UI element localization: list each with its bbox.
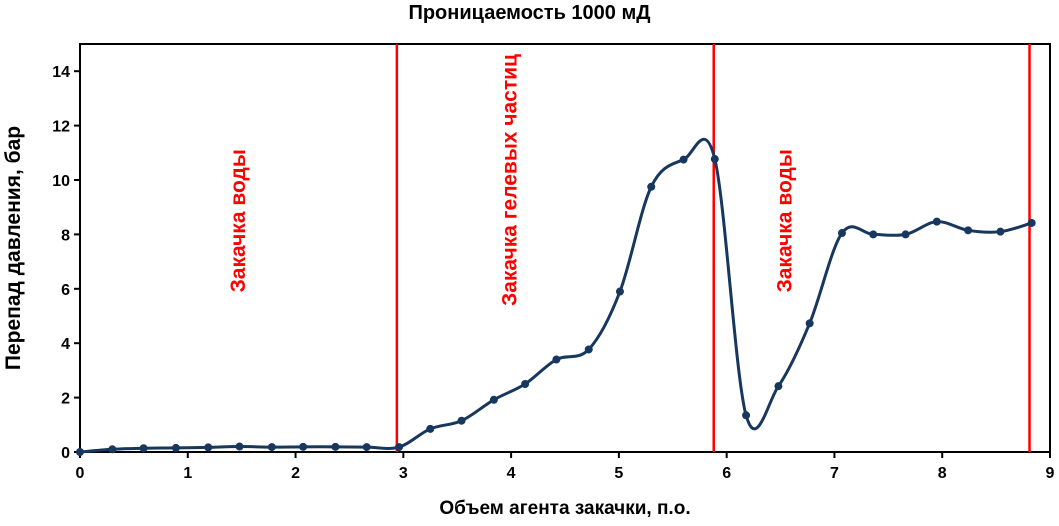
x-tick-label: 4 [507,465,516,482]
y-tick-label: 12 [52,119,70,136]
data-point [426,424,435,433]
x-tick-label: 8 [938,465,947,482]
x-tick-label: 6 [722,465,731,482]
x-axis-label: Объем агента закачки, п.о. [439,498,691,519]
x-tick-label: 7 [830,465,839,482]
data-point [489,395,498,404]
data-point [139,444,148,453]
data-point [996,227,1005,236]
data-point [204,443,213,452]
data-point [1027,218,1036,227]
data-point [171,443,180,452]
data-point [299,442,308,451]
data-point [267,443,276,452]
data-point [964,226,973,235]
data-point [805,319,814,328]
data-point [521,380,530,388]
y-tick-label: 14 [52,64,70,81]
y-tick-label: 4 [61,336,70,353]
data-point [235,442,244,451]
data-point [552,355,561,364]
series-line [79,138,1033,454]
y-tick-label: 0 [61,445,70,462]
y-tick-label: 2 [61,391,70,408]
phase-annotation: Закачка гелевых частиц [499,54,522,306]
data-point [901,230,910,239]
data-point [108,445,117,454]
data-point [710,155,719,164]
x-tick-label: 3 [399,465,408,482]
data-point [742,411,751,420]
data-point [457,416,466,425]
data-point [932,217,941,226]
data-point [615,287,624,296]
plot-frame [79,43,1051,453]
phase-annotation: Закачка воды [227,149,250,292]
x-tick-label: 0 [76,465,85,482]
data-point [774,382,783,391]
data-point [395,443,404,452]
data-point [647,182,656,191]
data-point [76,448,84,456]
data-point [869,230,878,239]
chart-title: Проницаемость 1000 мД [408,2,651,24]
data-point [362,443,371,452]
x-tick-label: 9 [1046,465,1055,482]
data-point [679,155,688,164]
y-tick-label: 8 [61,227,70,244]
y-tick-label: 6 [61,282,70,299]
x-tick-label: 2 [291,465,300,482]
y-tick-label: 10 [52,173,70,190]
phase-annotation: Закачка воды [773,149,796,292]
data-point [837,229,846,238]
data-point [331,442,340,451]
data-point [584,345,593,354]
x-tick-label: 1 [183,465,192,482]
x-tick-label: 5 [614,465,623,482]
